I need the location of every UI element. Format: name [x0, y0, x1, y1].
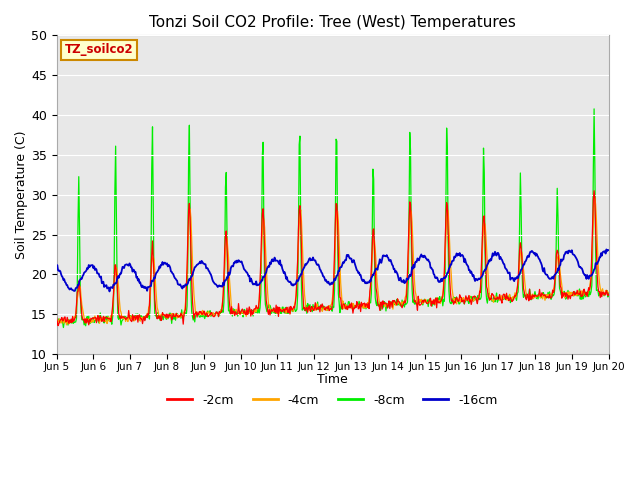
Text: TZ_soilco2: TZ_soilco2 — [65, 43, 133, 56]
Y-axis label: Soil Temperature (C): Soil Temperature (C) — [15, 131, 28, 259]
Title: Tonzi Soil CO2 Profile: Tree (West) Temperatures: Tonzi Soil CO2 Profile: Tree (West) Temp… — [149, 15, 516, 30]
X-axis label: Time: Time — [317, 373, 348, 386]
Legend: -2cm, -4cm, -8cm, -16cm: -2cm, -4cm, -8cm, -16cm — [163, 389, 502, 412]
